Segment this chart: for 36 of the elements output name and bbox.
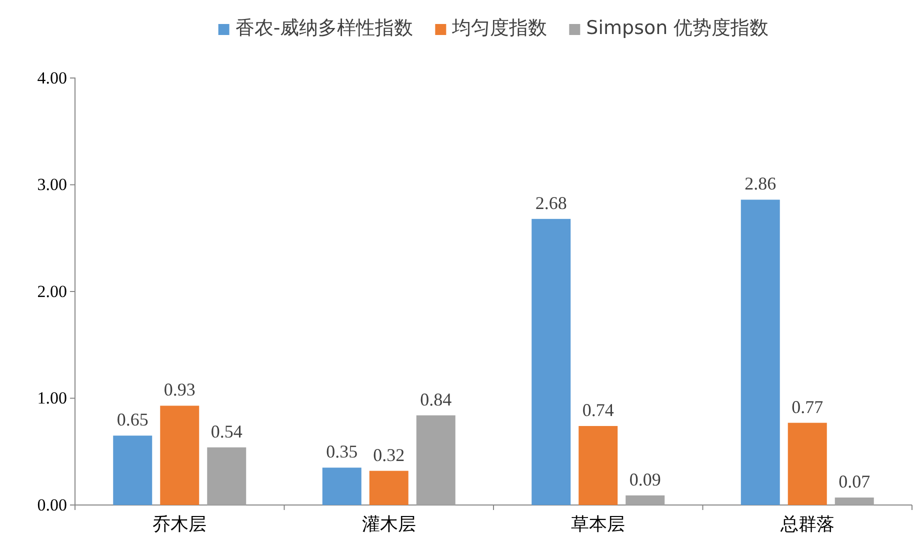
bar [113, 436, 152, 505]
data-label: 0.09 [629, 469, 661, 490]
y-tick-label: 1.00 [37, 388, 67, 408]
bar [369, 470, 408, 505]
bar [834, 498, 874, 505]
bar [626, 495, 665, 505]
data-label: 0.32 [373, 444, 405, 465]
x-tick-label: 草本层 [571, 514, 626, 534]
data-label: 0.77 [792, 396, 824, 417]
y-tick-label: 4.00 [37, 68, 67, 88]
legend-label: Simpson 优势度指数 [586, 17, 769, 39]
y-tick-label: 0.00 [37, 495, 67, 514]
bar [322, 468, 362, 505]
bar [532, 218, 571, 505]
bar [160, 406, 200, 505]
data-label: 0.65 [116, 410, 148, 430]
data-label: 0.74 [582, 400, 614, 420]
legend-label: 香农-威纳多样性指数 [235, 17, 414, 39]
bar [578, 426, 618, 505]
x-tick-label: 总群落 [779, 514, 834, 534]
x-tick-label: 灌木层 [362, 514, 416, 534]
bar [416, 415, 456, 505]
bar [207, 447, 246, 505]
data-label: 0.54 [210, 421, 242, 442]
bar [740, 200, 780, 505]
data-label: 2.86 [744, 174, 776, 194]
data-label: 0.93 [164, 380, 196, 400]
bar [788, 422, 827, 505]
x-tick-label: 乔木层 [152, 514, 207, 534]
data-label: 2.68 [535, 192, 567, 213]
data-label: 0.35 [326, 442, 358, 462]
data-label: 0.07 [838, 472, 870, 492]
data-label: 0.84 [420, 389, 452, 410]
y-tick-label: 3.00 [37, 175, 67, 194]
legend-label: 均匀度指数 [451, 17, 548, 39]
y-tick-label: 2.00 [37, 282, 67, 301]
